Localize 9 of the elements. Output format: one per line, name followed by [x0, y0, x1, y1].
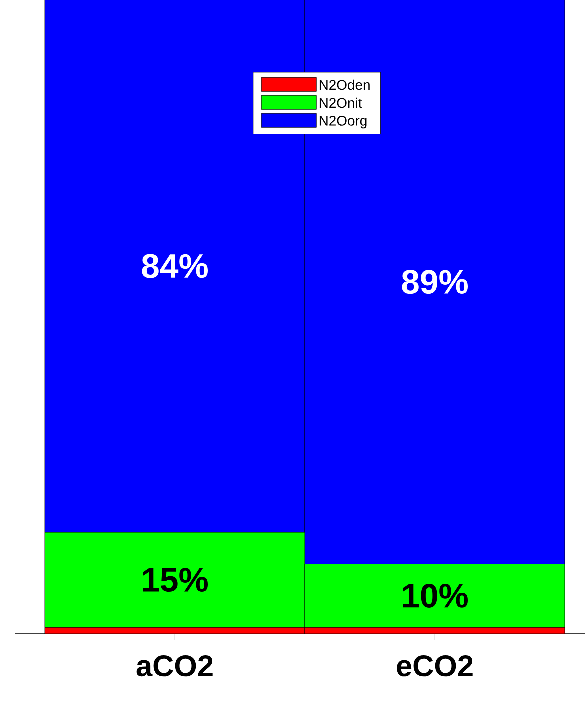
data-label: 84%: [142, 254, 208, 278]
data-label: 89%: [402, 270, 468, 294]
data-label: 15%: [143, 568, 208, 592]
legend-label: N2Onit: [320, 98, 362, 108]
x-tick-label: aCO2: [136, 656, 213, 677]
legend-label: N2Oorg: [320, 116, 367, 129]
legend-label: N2Oden: [320, 80, 370, 90]
x-tick-label: eCO2: [396, 656, 473, 677]
data-label: 10%: [403, 584, 468, 608]
